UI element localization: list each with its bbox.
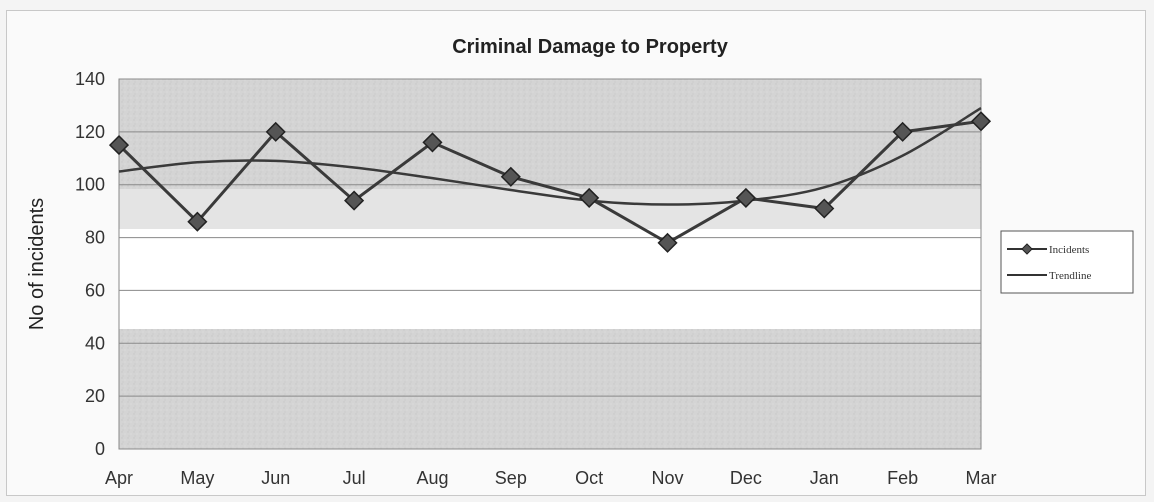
y-tick-label: 20 xyxy=(85,386,105,406)
x-tick-label: Jun xyxy=(261,468,290,488)
y-tick-label: 0 xyxy=(95,439,105,459)
x-tick-label: Sep xyxy=(495,468,527,488)
x-tick-label: Mar xyxy=(966,468,997,488)
x-tick-label: Nov xyxy=(652,468,684,488)
incidents-point xyxy=(344,190,365,211)
x-tick-label: Aug xyxy=(416,468,448,488)
chart-frame: 0 20 40 60 80 100 120 140 Apr May Jun Jul Aug Sep Oct… xyxy=(6,10,1146,496)
gridlines xyxy=(119,78,981,450)
legend-incidents-marker xyxy=(1021,243,1033,255)
legend: Incidents Trendline xyxy=(1000,230,1134,294)
legend-incidents-label: Incidents xyxy=(1049,244,1089,256)
incidents-point xyxy=(892,121,913,142)
plot-background xyxy=(118,78,982,450)
y-tick-label: 40 xyxy=(85,333,105,353)
incidents-point xyxy=(970,111,992,132)
legend-box xyxy=(1000,230,1134,294)
y-tick-label: 120 xyxy=(75,122,105,142)
legend-trendline-label: Trendline xyxy=(1049,270,1091,282)
incidents-point xyxy=(108,135,130,156)
x-tick-label: May xyxy=(180,468,214,488)
series-layer xyxy=(108,107,992,253)
x-tick-label: Feb xyxy=(887,468,918,488)
incidents-point xyxy=(579,187,600,208)
y-tick-label: 140 xyxy=(75,69,105,89)
incidents-point xyxy=(422,132,443,153)
x-tick-label: Dec xyxy=(730,468,762,488)
incidents-point xyxy=(657,232,678,253)
y-tick-label: 80 xyxy=(85,228,105,248)
chart-title: Criminal Damage to Property xyxy=(452,36,729,58)
x-tick-label: Jul xyxy=(343,468,366,488)
line-chart: 0 20 40 60 80 100 120 140 Apr May Jun Jul Aug Sep Oct… xyxy=(26,36,1134,488)
incidents-point xyxy=(500,166,521,187)
incidents-point xyxy=(265,121,286,142)
x-tick-label: Jan xyxy=(810,468,839,488)
y-axis-label: No of incidents xyxy=(26,198,48,330)
incidents-point xyxy=(187,211,208,232)
series-trendline xyxy=(118,107,982,206)
y-tick-label: 60 xyxy=(85,280,105,300)
incidents-point xyxy=(814,198,835,219)
x-tick-labels: Apr May Jun Jul Aug Sep Oct Nov Dec Jan Feb Mar xyxy=(105,468,997,488)
y-tick-labels: 0 20 40 60 80 100 120 140 xyxy=(75,69,105,459)
incidents-point xyxy=(735,187,756,208)
series-incidents xyxy=(117,119,982,245)
x-tick-label: Apr xyxy=(105,468,133,488)
x-tick-label: Oct xyxy=(575,468,603,488)
y-tick-label: 100 xyxy=(75,175,105,195)
